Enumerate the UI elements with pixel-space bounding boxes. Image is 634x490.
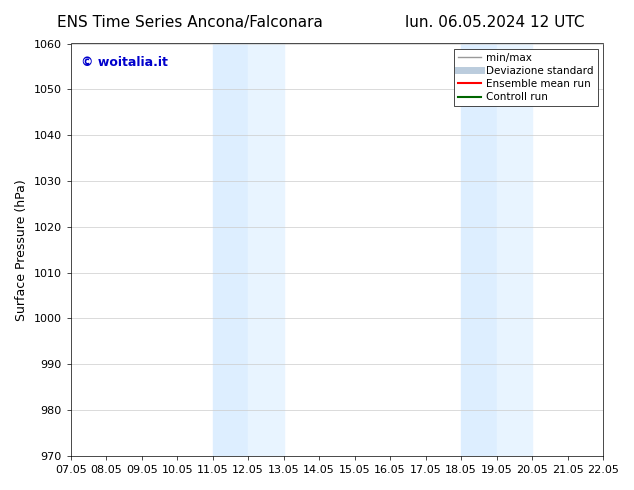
- Bar: [248, 44, 283, 456]
- Bar: [496, 44, 532, 456]
- Bar: [212, 44, 248, 456]
- Bar: [461, 44, 496, 456]
- Text: ENS Time Series Ancona/Falconara: ENS Time Series Ancona/Falconara: [57, 15, 323, 30]
- Text: © woitalia.it: © woitalia.it: [81, 56, 168, 69]
- Y-axis label: Surface Pressure (hPa): Surface Pressure (hPa): [15, 179, 28, 320]
- Text: lun. 06.05.2024 12 UTC: lun. 06.05.2024 12 UTC: [404, 15, 585, 30]
- Legend: min/max, Deviazione standard, Ensemble mean run, Controll run: min/max, Deviazione standard, Ensemble m…: [454, 49, 598, 106]
